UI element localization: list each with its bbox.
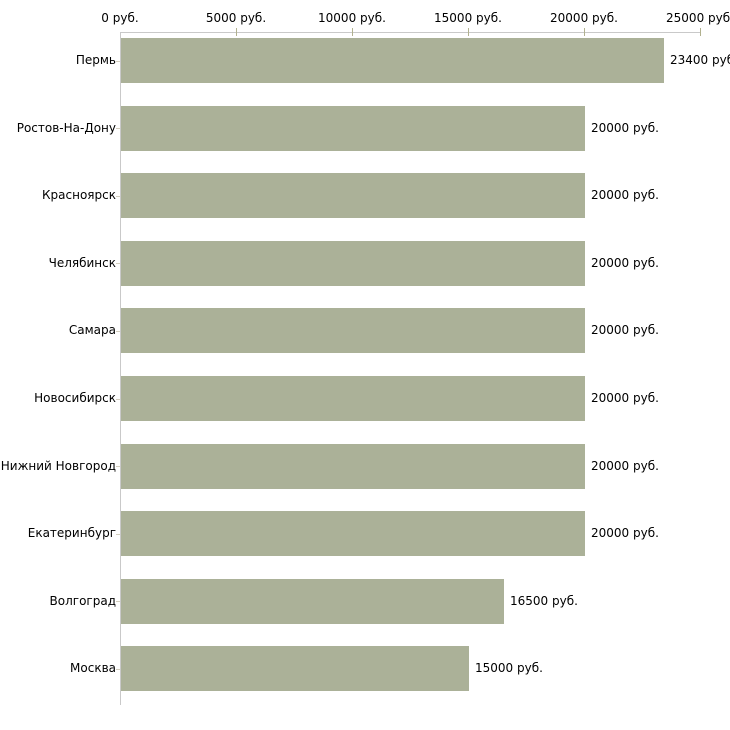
category-tick-mark: [116, 669, 120, 670]
category-tick-mark: [116, 196, 120, 197]
category-tick-mark: [116, 128, 120, 129]
category-label: Самара: [68, 323, 116, 337]
x-tick-label: 25000 руб.: [666, 11, 730, 25]
category-tick-mark: [116, 399, 120, 400]
bar: [121, 241, 585, 286]
bar: [121, 173, 585, 218]
x-tick-mark: [700, 28, 701, 36]
x-tick-mark: [584, 28, 585, 36]
category-label: Нижний Новгород: [0, 459, 116, 473]
category-label: Пермь: [75, 53, 116, 67]
category-label: Москва: [70, 661, 116, 675]
bar-value-label: 20000 руб.: [591, 121, 659, 135]
bar-value-label: 20000 руб.: [591, 256, 659, 270]
bar: [121, 106, 585, 151]
bar: [121, 308, 585, 353]
y-axis-line: [120, 32, 121, 705]
bar-value-label: 20000 руб.: [591, 391, 659, 405]
bar: [121, 579, 504, 624]
bar: [121, 646, 469, 691]
bar: [121, 444, 585, 489]
category-label: Волгоград: [49, 594, 116, 608]
bar-value-label: 16500 руб.: [510, 594, 578, 608]
category-tick-mark: [116, 61, 120, 62]
category-label: Новосибирск: [34, 391, 116, 405]
x-tick-label: 5000 руб.: [205, 11, 267, 25]
x-tick-label: 0 руб.: [101, 11, 139, 25]
bar-value-label: 23400 руб.: [670, 53, 730, 67]
category-label: Екатеринбург: [27, 526, 116, 540]
bar-value-label: 15000 руб.: [475, 661, 543, 675]
x-tick-label: 15000 руб.: [434, 11, 502, 25]
x-tick-mark: [468, 28, 469, 36]
category-tick-mark: [116, 466, 120, 467]
bar-value-label: 20000 руб.: [591, 459, 659, 473]
x-tick-mark: [352, 28, 353, 36]
category-tick-mark: [116, 331, 120, 332]
bar-value-label: 20000 руб.: [591, 323, 659, 337]
x-tick-mark: [236, 28, 237, 36]
bar-value-label: 20000 руб.: [591, 188, 659, 202]
category-label: Челябинск: [48, 256, 116, 270]
x-tick-label: 20000 руб.: [550, 11, 618, 25]
x-axis-line: [120, 32, 701, 33]
bar: [121, 511, 585, 556]
category-tick-mark: [116, 534, 120, 535]
category-label: Красноярск: [42, 188, 116, 202]
category-tick-mark: [116, 601, 120, 602]
category-tick-mark: [116, 263, 120, 264]
bar-value-label: 20000 руб.: [591, 526, 659, 540]
category-label: Ростов-На-Дону: [16, 121, 116, 135]
bar: [121, 376, 585, 421]
x-tick-label: 10000 руб.: [318, 11, 386, 25]
bar: [121, 38, 664, 83]
